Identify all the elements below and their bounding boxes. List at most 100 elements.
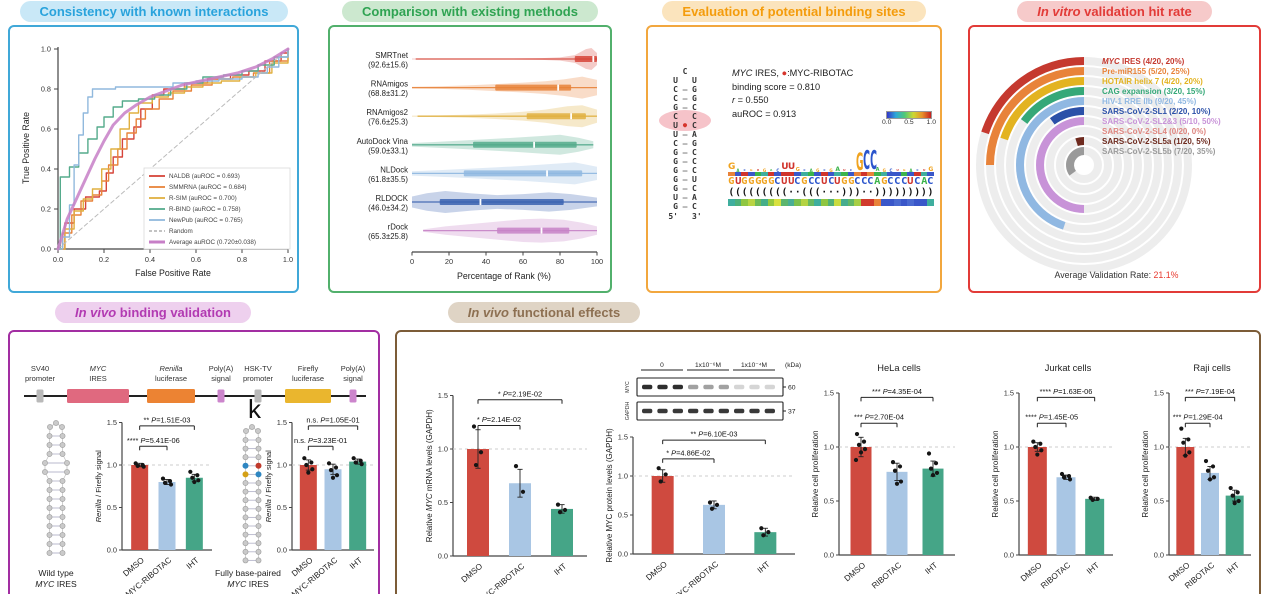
bar	[703, 504, 725, 554]
violin-box	[473, 141, 577, 148]
nucleotide	[64, 460, 70, 466]
svg-text:0.0: 0.0	[824, 551, 834, 560]
panel-header-invitro: In vitro validation hit rate	[968, 1, 1261, 22]
svg-text:IHT: IHT	[348, 556, 364, 571]
svg-text:(46.0±34.2): (46.0±34.2)	[368, 204, 408, 213]
panel-box-binding-validation: SV40 promoter MYC IRES Renilla luciferase Poly…	[8, 330, 380, 594]
svg-text:(68.8±31.2): (68.8±31.2)	[368, 89, 408, 98]
nucleotide	[46, 532, 53, 538]
rna-row: G – C	[673, 103, 697, 112]
svg-text:Pre-miR155 (5/20, 25%): Pre-miR155 (5/20, 25%)	[1102, 67, 1190, 76]
svg-text:0: 0	[660, 362, 664, 369]
data-dot	[1210, 464, 1216, 469]
blot-band	[657, 408, 668, 414]
svg-text:Random: Random	[169, 228, 193, 235]
data-dot	[167, 479, 173, 484]
rna-row: C	[682, 67, 688, 76]
data-dot	[358, 458, 363, 463]
panel-letter-k: k	[248, 394, 261, 424]
violin-box	[463, 170, 583, 177]
data-dot	[1232, 501, 1237, 506]
raji-bar-chart: Raji cells 0.0 0.5 1.0 1.5 Relative cell prol…	[1139, 358, 1255, 591]
construct-element	[217, 389, 225, 403]
sig-annotation: * P=4.86E-02	[666, 448, 710, 457]
svg-text:0.0: 0.0	[618, 550, 628, 559]
svg-text:1.5: 1.5	[438, 391, 448, 400]
radial-arc	[981, 57, 1085, 135]
bar	[467, 449, 489, 556]
violin-median	[479, 199, 482, 205]
panel-header-functional: In vivo functional effects	[398, 302, 690, 323]
svg-text:60: 60	[788, 384, 796, 391]
roc-chart: 0.0 0.2 0.4 0.6 0.8 1.0 0.0 0.2 0.4 0.6 0.8 1.0 Fals…	[18, 33, 294, 289]
svg-text:HOTAIR helix 7 (4/20, 20%): HOTAIR helix 7 (4/20, 20%)	[1102, 77, 1203, 86]
svg-text:SARS-CoV-2-SL4 (0/20, 0%): SARS-CoV-2-SL4 (0/20, 0%)	[1102, 127, 1206, 136]
svg-text:True Positive Rate: True Positive Rate	[21, 112, 31, 184]
blot-band	[688, 408, 699, 414]
data-dot	[1095, 496, 1100, 501]
rna-row: G – C	[673, 148, 697, 157]
data-dot	[162, 480, 168, 485]
svg-text:NewPub (auROC = 0.765): NewPub (auROC = 0.765)	[169, 217, 243, 224]
data-dot	[306, 470, 311, 475]
svg-text:1.0: 1.0	[283, 255, 293, 264]
data-dot	[333, 465, 339, 470]
protein-bar-chart: 0 1x10⁻⁶M 1x10⁻⁴M (kDa) MYC 60 GAPDH 37 0.0 0.5 1.…	[599, 358, 801, 594]
svg-text:SARS-CoV-2-SL2&3 (5/10, 50%): SARS-CoV-2-SL2&3 (5/10, 50%)	[1102, 117, 1221, 126]
data-dot	[555, 502, 561, 507]
data-dot	[1203, 458, 1209, 464]
svg-text:Renilla / Firefly signal: Renilla / Firefly signal	[264, 450, 273, 522]
sig-annotation: *** P=2.70E-04	[854, 413, 904, 422]
svg-text:DMSO: DMSO	[1019, 561, 1044, 584]
average-validation-label: Average Validation Rate:	[1054, 270, 1154, 280]
data-dot	[192, 479, 197, 485]
colorbar-gradient	[886, 111, 932, 119]
svg-text:(59.0±33.1): (59.0±33.1)	[368, 146, 408, 155]
data-dot	[168, 482, 174, 487]
violin-box	[439, 199, 564, 205]
logo-color-strip-top	[728, 172, 934, 176]
svg-text:Renilla: Renilla	[160, 364, 183, 373]
svg-text:40: 40	[482, 257, 490, 266]
svg-text:RNAmigos2: RNAmigos2	[366, 108, 408, 117]
nucleotide	[242, 437, 249, 443]
nucleotide	[59, 505, 66, 511]
data-dot	[562, 507, 568, 513]
svg-text:RIBOTAC: RIBOTAC	[870, 561, 903, 591]
svg-text:60: 60	[519, 257, 527, 266]
bar	[131, 465, 149, 550]
data-dot	[1090, 497, 1095, 503]
nucleotide	[242, 540, 249, 547]
wildtype-hairpin-diagram	[24, 418, 88, 568]
nucleotide	[59, 433, 66, 439]
blot-band	[642, 384, 653, 390]
nucleotide	[64, 469, 70, 475]
svg-text:1x10⁻⁴M: 1x10⁻⁴M	[741, 362, 767, 369]
nucleotide	[242, 445, 249, 452]
data-dot	[1066, 474, 1072, 479]
svg-text:0.5: 0.5	[824, 497, 834, 506]
data-dot	[854, 431, 860, 437]
sig-annotation: **** P=1.63E-06	[1040, 387, 1093, 396]
nucleotide	[59, 496, 66, 502]
nucleotide	[242, 514, 249, 521]
blot-band	[703, 408, 714, 414]
bar	[1056, 477, 1076, 555]
nucleotide	[59, 451, 66, 457]
svg-text:signal: signal	[343, 374, 363, 383]
data-dot	[359, 462, 364, 467]
rna-row: U – A	[673, 193, 697, 202]
svg-text:HIV-1 RRE IIb (9/20, 45%): HIV-1 RRE IIb (9/20, 45%)	[1102, 97, 1197, 106]
rna-row: U – A	[673, 130, 697, 139]
radial-arc	[1000, 77, 1085, 141]
average-validation-caption: Average Validation Rate: 21.1%	[970, 270, 1259, 280]
svg-text:MYC-RIBOTAC: MYC-RIBOTAC	[124, 556, 173, 594]
nucleotide	[255, 445, 262, 452]
nucleotide	[255, 462, 262, 469]
svg-text:RLDOCK: RLDOCK	[376, 194, 409, 203]
sig-annotation: * P=2.14E-02	[477, 415, 521, 424]
svg-text:promoter: promoter	[25, 374, 56, 383]
svg-text:(61.8±35.5): (61.8±35.5)	[368, 175, 408, 184]
bar	[651, 476, 674, 554]
